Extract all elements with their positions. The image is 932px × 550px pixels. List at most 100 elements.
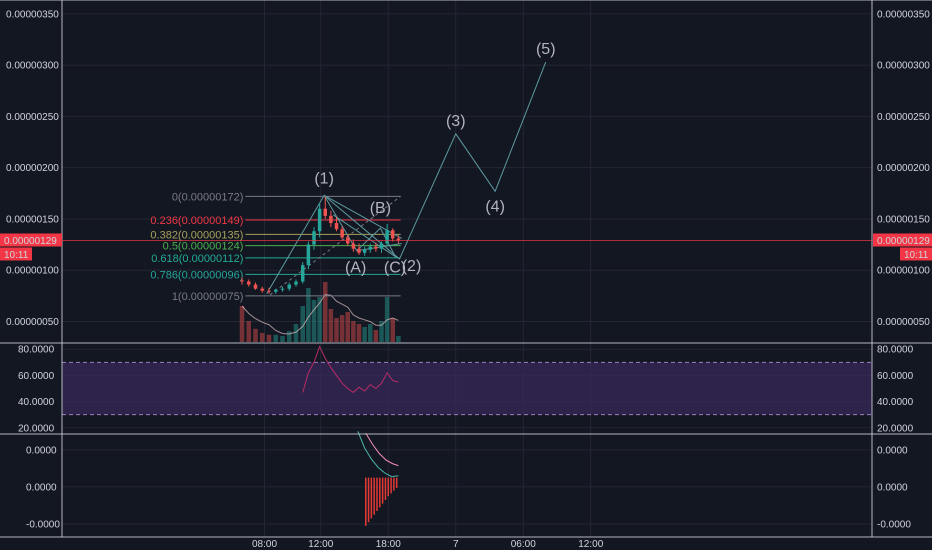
elliott-wave-label: (4) bbox=[485, 198, 505, 215]
volume-bar bbox=[373, 330, 379, 342]
price-tick-label-left: 0.00000150 bbox=[6, 214, 59, 225]
rsi-tick-label-right: 80.0000 bbox=[877, 345, 914, 356]
volume-bar bbox=[246, 321, 251, 342]
candle-body[interactable] bbox=[267, 290, 271, 292]
elliott-impulse-line[interactable] bbox=[266, 61, 547, 295]
candle-body[interactable] bbox=[301, 265, 305, 282]
candle-body[interactable] bbox=[260, 288, 265, 291]
volume-bar bbox=[293, 324, 299, 342]
candle-body[interactable] bbox=[274, 289, 278, 292]
countdown-label-left: 10:11 bbox=[4, 250, 29, 261]
rsi-tick-label-right: 60.0000 bbox=[877, 371, 914, 382]
volume-bar bbox=[239, 306, 245, 342]
countdown-badge-left bbox=[0, 247, 32, 261]
wedge-inner-line[interactable] bbox=[332, 214, 398, 259]
rsi-tick-label-left: 60.0000 bbox=[18, 371, 55, 382]
candle-body[interactable] bbox=[340, 229, 344, 238]
countdown-badge-right bbox=[900, 247, 932, 261]
volume-bar bbox=[287, 331, 292, 342]
candle-body[interactable] bbox=[312, 231, 316, 245]
elliott-wave-label: (2) bbox=[402, 258, 422, 275]
candle-body[interactable] bbox=[323, 208, 328, 216]
price-tick-label-left: 0.00000300 bbox=[6, 61, 59, 72]
time-tick-label: 12:00 bbox=[578, 539, 603, 550]
abc-wave-label: (A) bbox=[345, 259, 366, 276]
volume-bar bbox=[306, 288, 311, 342]
candle-body[interactable] bbox=[379, 243, 384, 249]
volume-bar bbox=[280, 336, 285, 342]
volume-bar bbox=[356, 324, 362, 342]
fib-level-label: 1(0.00000075) bbox=[172, 291, 244, 303]
candle-body[interactable] bbox=[374, 246, 378, 249]
candle-body[interactable] bbox=[280, 288, 285, 290]
fib-level-label: 0.786(0.00000096) bbox=[150, 269, 243, 281]
macd-tick-label-left: 0.0000 bbox=[26, 445, 57, 456]
candle-body[interactable] bbox=[385, 230, 389, 244]
volume-bar bbox=[396, 336, 401, 342]
macd-pane[interactable] bbox=[357, 431, 399, 526]
volume-bar bbox=[362, 327, 367, 342]
price-tick-label-right: 0.00000150 bbox=[877, 214, 930, 225]
volume-bar bbox=[390, 318, 395, 342]
time-tick-label: 12:00 bbox=[308, 539, 333, 550]
price-tick-label-left: 0.00000350 bbox=[6, 9, 59, 20]
candle-body[interactable] bbox=[334, 223, 339, 230]
candle-body[interactable] bbox=[391, 230, 395, 239]
candle-body[interactable] bbox=[351, 243, 356, 249]
current-price-badge-left bbox=[0, 233, 62, 247]
volume-bar bbox=[273, 334, 278, 342]
candle-body[interactable] bbox=[368, 246, 373, 250]
rsi-line[interactable] bbox=[302, 345, 399, 394]
candle-body[interactable] bbox=[362, 249, 367, 253]
candle-body[interactable] bbox=[253, 284, 258, 289]
time-tick-label: 7 bbox=[453, 539, 459, 550]
volume-bar bbox=[379, 321, 384, 342]
axes-labels: 08:00 12:00 18:00 7 06:00 12:00 0.00000350 0.00… bbox=[0, 9, 932, 550]
rsi-tick-label-left: 20.0000 bbox=[18, 423, 55, 434]
macd-tick-label-right: 0.0000 bbox=[877, 482, 908, 493]
volume-ma-line bbox=[241, 294, 399, 335]
candle-body[interactable] bbox=[294, 281, 298, 285]
price-tick-label-left: 0.00000050 bbox=[6, 317, 59, 328]
macd-tick-label-left: 0.0000 bbox=[26, 482, 57, 493]
abc-wave-label: (C) bbox=[384, 259, 406, 276]
rsi-tick-label-right: 40.0000 bbox=[877, 397, 914, 408]
fib-level-label: 0.5(0.00000124) bbox=[163, 241, 244, 253]
candle-body[interactable] bbox=[247, 281, 251, 285]
time-tick-label: 06:00 bbox=[511, 539, 536, 550]
macd-line[interactable] bbox=[357, 431, 399, 478]
volume-bar bbox=[300, 306, 305, 342]
price-tick-label-right: 0.00000100 bbox=[877, 266, 930, 277]
volume-bar bbox=[345, 312, 350, 342]
candle-body[interactable] bbox=[317, 208, 322, 232]
price-tick-label-right: 0.00000250 bbox=[877, 112, 930, 123]
countdown-label-right: 10:11 bbox=[904, 250, 929, 261]
elliott-wave-label: (5) bbox=[536, 41, 556, 58]
volume-bar bbox=[351, 321, 356, 342]
macd-tick-label-right: -0.0000 bbox=[877, 520, 911, 531]
time-tick-label: 18:00 bbox=[376, 539, 401, 550]
candle-body[interactable] bbox=[240, 280, 244, 282]
current-price-label-left: 0.00000129 bbox=[4, 236, 57, 247]
candlesticks[interactable] bbox=[240, 196, 401, 294]
rsi-pane[interactable] bbox=[62, 345, 872, 416]
volume-bar bbox=[323, 282, 328, 342]
volume-bar bbox=[260, 333, 265, 342]
macd-signal-line[interactable] bbox=[365, 432, 399, 467]
current-price-badge-right bbox=[873, 233, 932, 247]
rsi-band bbox=[62, 362, 872, 415]
candle-body[interactable] bbox=[329, 215, 333, 224]
fib-level-label: 0.236(0.00000149) bbox=[150, 215, 243, 227]
candle-body[interactable] bbox=[396, 238, 401, 241]
candle-body[interactable] bbox=[287, 284, 292, 289]
fib-level-label: 0.382(0.00000135) bbox=[150, 229, 243, 241]
volume-bar bbox=[339, 315, 345, 342]
price-tick-label-right: 0.00000050 bbox=[877, 317, 930, 328]
candle-body[interactable] bbox=[357, 248, 361, 253]
abc-wave-label: (B) bbox=[370, 200, 391, 217]
pane-dividers[interactable] bbox=[0, 0, 932, 538]
candle-body[interactable] bbox=[306, 244, 311, 266]
fib-level-label: 0(0.00000172) bbox=[172, 191, 244, 203]
